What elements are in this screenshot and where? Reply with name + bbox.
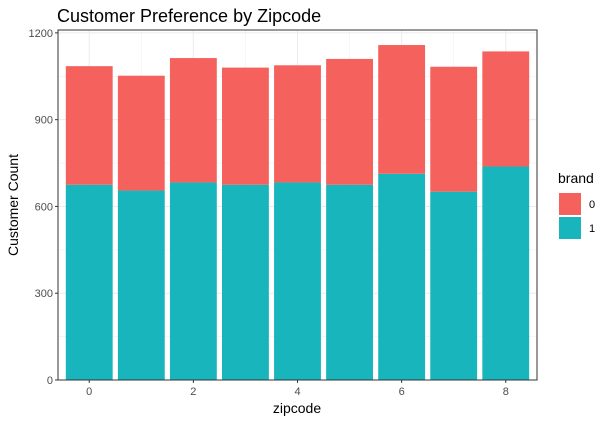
bar-zipcode-8-brand-1 xyxy=(482,166,530,380)
bar-zipcode-0-brand-1 xyxy=(65,184,113,380)
y-tick-label: 1200 xyxy=(29,28,53,40)
bar-zipcode-3-brand-1 xyxy=(222,184,269,380)
chart-title: Customer Preference by Zipcode xyxy=(57,6,321,26)
y-axis: 0 300 600 900 1200 xyxy=(29,28,58,387)
x-tick-label: 6 xyxy=(399,386,405,398)
legend-label-0: 0 xyxy=(589,199,595,211)
bar-zipcode-3-brand-0 xyxy=(222,67,269,185)
x-axis-title: zipcode xyxy=(273,400,321,416)
y-tick-label: 0 xyxy=(47,375,53,387)
bar-zipcode-5-brand-1 xyxy=(326,184,373,380)
bar-zipcode-7-brand-1 xyxy=(430,191,478,380)
y-tick-label: 900 xyxy=(35,115,53,127)
legend: brand 0 1 xyxy=(558,170,595,239)
y-tick-label: 600 xyxy=(35,201,53,213)
x-tick-label: 2 xyxy=(190,386,196,398)
bar-zipcode-2-brand-1 xyxy=(169,182,217,380)
bar-zipcode-6-brand-1 xyxy=(378,173,426,380)
bar-zipcode-2-brand-0 xyxy=(169,58,217,183)
legend-label-1: 1 xyxy=(589,223,595,235)
bar-zipcode-5-brand-0 xyxy=(326,58,373,185)
bar-zipcode-1-brand-1 xyxy=(117,190,165,380)
bar-zipcode-4-brand-0 xyxy=(274,65,321,183)
bar-zipcode-6-brand-0 xyxy=(378,45,426,174)
bar-zipcode-4-brand-1 xyxy=(274,182,321,380)
bar-zipcode-1-brand-0 xyxy=(117,75,165,191)
x-axis: 0 2 4 6 8 xyxy=(86,380,509,398)
x-tick-label: 0 xyxy=(86,386,92,398)
y-axis-title: Customer Count xyxy=(5,154,21,256)
bar-zipcode-0-brand-0 xyxy=(65,66,113,185)
bars xyxy=(65,45,530,380)
bar-zipcode-7-brand-0 xyxy=(430,66,478,192)
bar-zipcode-8-brand-0 xyxy=(482,51,530,167)
y-tick-label: 300 xyxy=(35,288,53,300)
legend-key-1 xyxy=(559,217,581,239)
x-tick-label: 8 xyxy=(503,386,509,398)
legend-key-0 xyxy=(559,193,581,215)
plot-panel xyxy=(57,29,538,381)
x-tick-label: 4 xyxy=(294,386,300,398)
legend-title: brand xyxy=(558,170,594,186)
